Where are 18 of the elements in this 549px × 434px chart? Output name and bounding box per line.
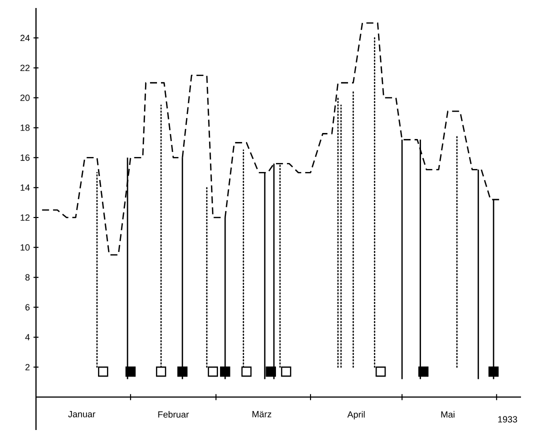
y-tick-label: 18 [20, 124, 30, 131]
x-tick-label: März [252, 411, 272, 418]
y-tick-label: 20 [20, 94, 30, 101]
y-tick-label: 12 [20, 214, 30, 221]
x-axis-title: 1933 [498, 416, 518, 422]
y-tick-label: 8 [25, 274, 30, 281]
y-tick-label: 4 [25, 334, 30, 340]
y-tick-label: 16 [20, 154, 30, 161]
x-tick-label: Januar [68, 411, 96, 418]
y-tick-label: 22 [20, 64, 30, 71]
y-tick-label: 6 [25, 304, 30, 310]
y-tick-label: 10 [20, 244, 30, 251]
y-tick-label: 24 [20, 34, 30, 42]
y-tick-label: 2 [25, 364, 30, 370]
x-tick-label: April [347, 411, 365, 420]
x-tick-label: Mai [441, 411, 454, 418]
y-tick-label: 14 [20, 184, 30, 191]
x-tick-label: Februar [158, 411, 189, 418]
